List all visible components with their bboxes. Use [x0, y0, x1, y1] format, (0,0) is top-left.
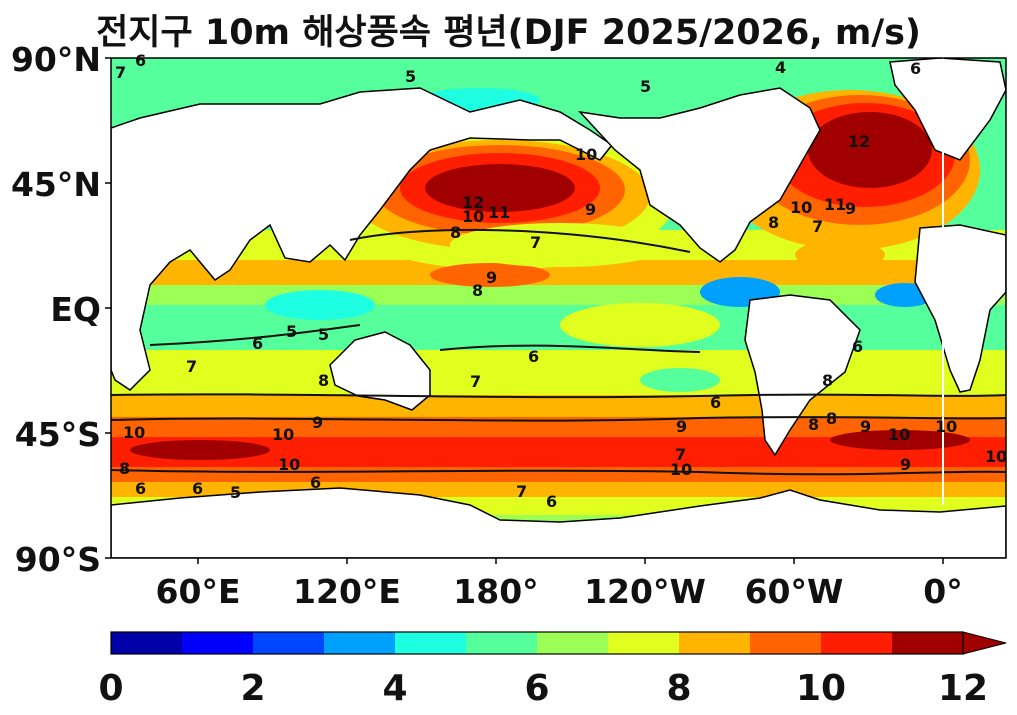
contour-label: 8	[318, 371, 329, 390]
colorbar-tick-label: 10	[796, 668, 846, 709]
colorbar-cell	[182, 632, 254, 654]
contour-label: 8	[826, 409, 837, 428]
contour-label: 12	[462, 193, 484, 212]
colorbar-cell	[253, 632, 325, 654]
contour-label: 8	[808, 415, 819, 434]
colorbar-cell	[395, 632, 467, 654]
lon-tick-label: 0°	[923, 572, 962, 611]
latitude-axis: 90°N 45°N EQ 45°S 90°S	[11, 40, 111, 579]
lon-tick-label: 120°E	[293, 572, 401, 611]
colorbar-tick-label: 0	[98, 668, 123, 709]
colorbar-cell	[892, 632, 964, 654]
colorbar-frame	[110, 631, 964, 655]
contour-label: 4	[775, 58, 786, 77]
colorbar-cell	[466, 632, 538, 654]
contour-label: 10	[935, 417, 957, 436]
colorbar-tick-label: 2	[240, 668, 265, 709]
colorbar-ticks: 0 2 4 6 8 10 12	[98, 668, 988, 709]
lat-tick-label: 45°N	[11, 165, 101, 204]
map-title: 전지구 10m 해상풍속 평년(DJF 2025/2026, m/s)	[96, 13, 921, 53]
contour-label: 9	[585, 200, 596, 219]
lat-tick-label: EQ	[50, 290, 101, 329]
contour-label: 10	[575, 145, 597, 164]
contour-label: 10	[985, 447, 1007, 466]
lon-tick-label: 60°W	[745, 572, 844, 611]
contour-label-group: 5 5 6 6 7 4 12 11 10 10 9 8 12 11 10 9 8…	[115, 51, 1007, 511]
contour-label: 6	[852, 337, 863, 356]
contour-label: 11	[488, 203, 510, 222]
colorbar: 0 2 4 6 8 10 12	[98, 631, 1007, 709]
colorbar-tick-label: 4	[382, 668, 407, 709]
contour-label: 5	[640, 77, 651, 96]
contour-label: 7	[186, 357, 197, 376]
lon-tick-label: 120°W	[584, 572, 706, 611]
contour-label: 7	[530, 233, 541, 252]
colorbar-cells	[111, 632, 964, 654]
contour-label: 8	[119, 459, 130, 478]
contour-label: 6	[135, 479, 146, 498]
contour-label: 6	[546, 492, 557, 511]
lat-tick-label: 90°S	[15, 540, 101, 579]
contour-label: 7	[812, 217, 823, 236]
contour-label: 7	[115, 63, 126, 82]
contour-label: 8	[472, 281, 483, 300]
lon-tick-label: 180°	[453, 572, 538, 611]
contour-label: 9	[860, 417, 871, 436]
map-field	[111, 58, 1006, 558]
contour-label: 10	[272, 425, 294, 444]
contour-label: 10	[462, 207, 484, 226]
contour-label: 6	[135, 51, 146, 70]
contour-label: 9	[676, 417, 687, 436]
colorbar-cell	[111, 632, 183, 654]
colorbar-extend-arrow	[962, 631, 1007, 655]
contour-label: 7	[675, 445, 686, 464]
contour-label: 5	[405, 67, 416, 86]
contour-label: 8	[822, 371, 833, 390]
contour-label: 5	[318, 325, 329, 344]
contour-label: 6	[528, 347, 539, 366]
contour-label: 11	[824, 195, 846, 214]
lat-tick-label: 90°N	[11, 40, 101, 79]
contour-label: 8	[768, 213, 779, 232]
contour-label: 10	[670, 460, 692, 479]
contour-label: 10	[278, 455, 300, 474]
colorbar-cell	[679, 632, 751, 654]
contour-label: 9	[845, 199, 856, 218]
contour-label: 6	[192, 479, 203, 498]
contour-label: 9	[900, 455, 911, 474]
contour-label: 9	[312, 413, 323, 432]
contour-label: 6	[710, 393, 721, 412]
colorbar-tick-label: 6	[524, 668, 549, 709]
contour-label: 6	[310, 473, 321, 492]
contour-label: 9	[486, 268, 497, 287]
contour-label: 7	[470, 372, 481, 391]
colorbar-cell	[608, 632, 680, 654]
lon-tick-label: 60°E	[156, 572, 241, 611]
colorbar-cell	[750, 632, 822, 654]
lat-tick-label: 45°S	[15, 415, 101, 454]
contour-label: 5	[230, 483, 241, 502]
contour-label: 10	[123, 423, 145, 442]
contour-label: 10	[790, 198, 812, 217]
colorbar-tick-label: 8	[666, 668, 691, 709]
contour-label: 12	[848, 132, 870, 151]
contour-label: 7	[516, 482, 527, 501]
longitude-axis: 60°E 120°E 180° 120°W 60°W 0°	[156, 558, 963, 611]
colorbar-cell	[821, 632, 893, 654]
colorbar-tick-label: 12	[938, 668, 988, 709]
contour-label: 5	[286, 322, 297, 341]
colorbar-cell	[324, 632, 396, 654]
contour-label: 6	[252, 334, 263, 353]
contour-label: 8	[450, 223, 461, 242]
contour-label: 10	[888, 425, 910, 444]
contour-label: 6	[910, 59, 921, 78]
colorbar-cell	[537, 632, 609, 654]
